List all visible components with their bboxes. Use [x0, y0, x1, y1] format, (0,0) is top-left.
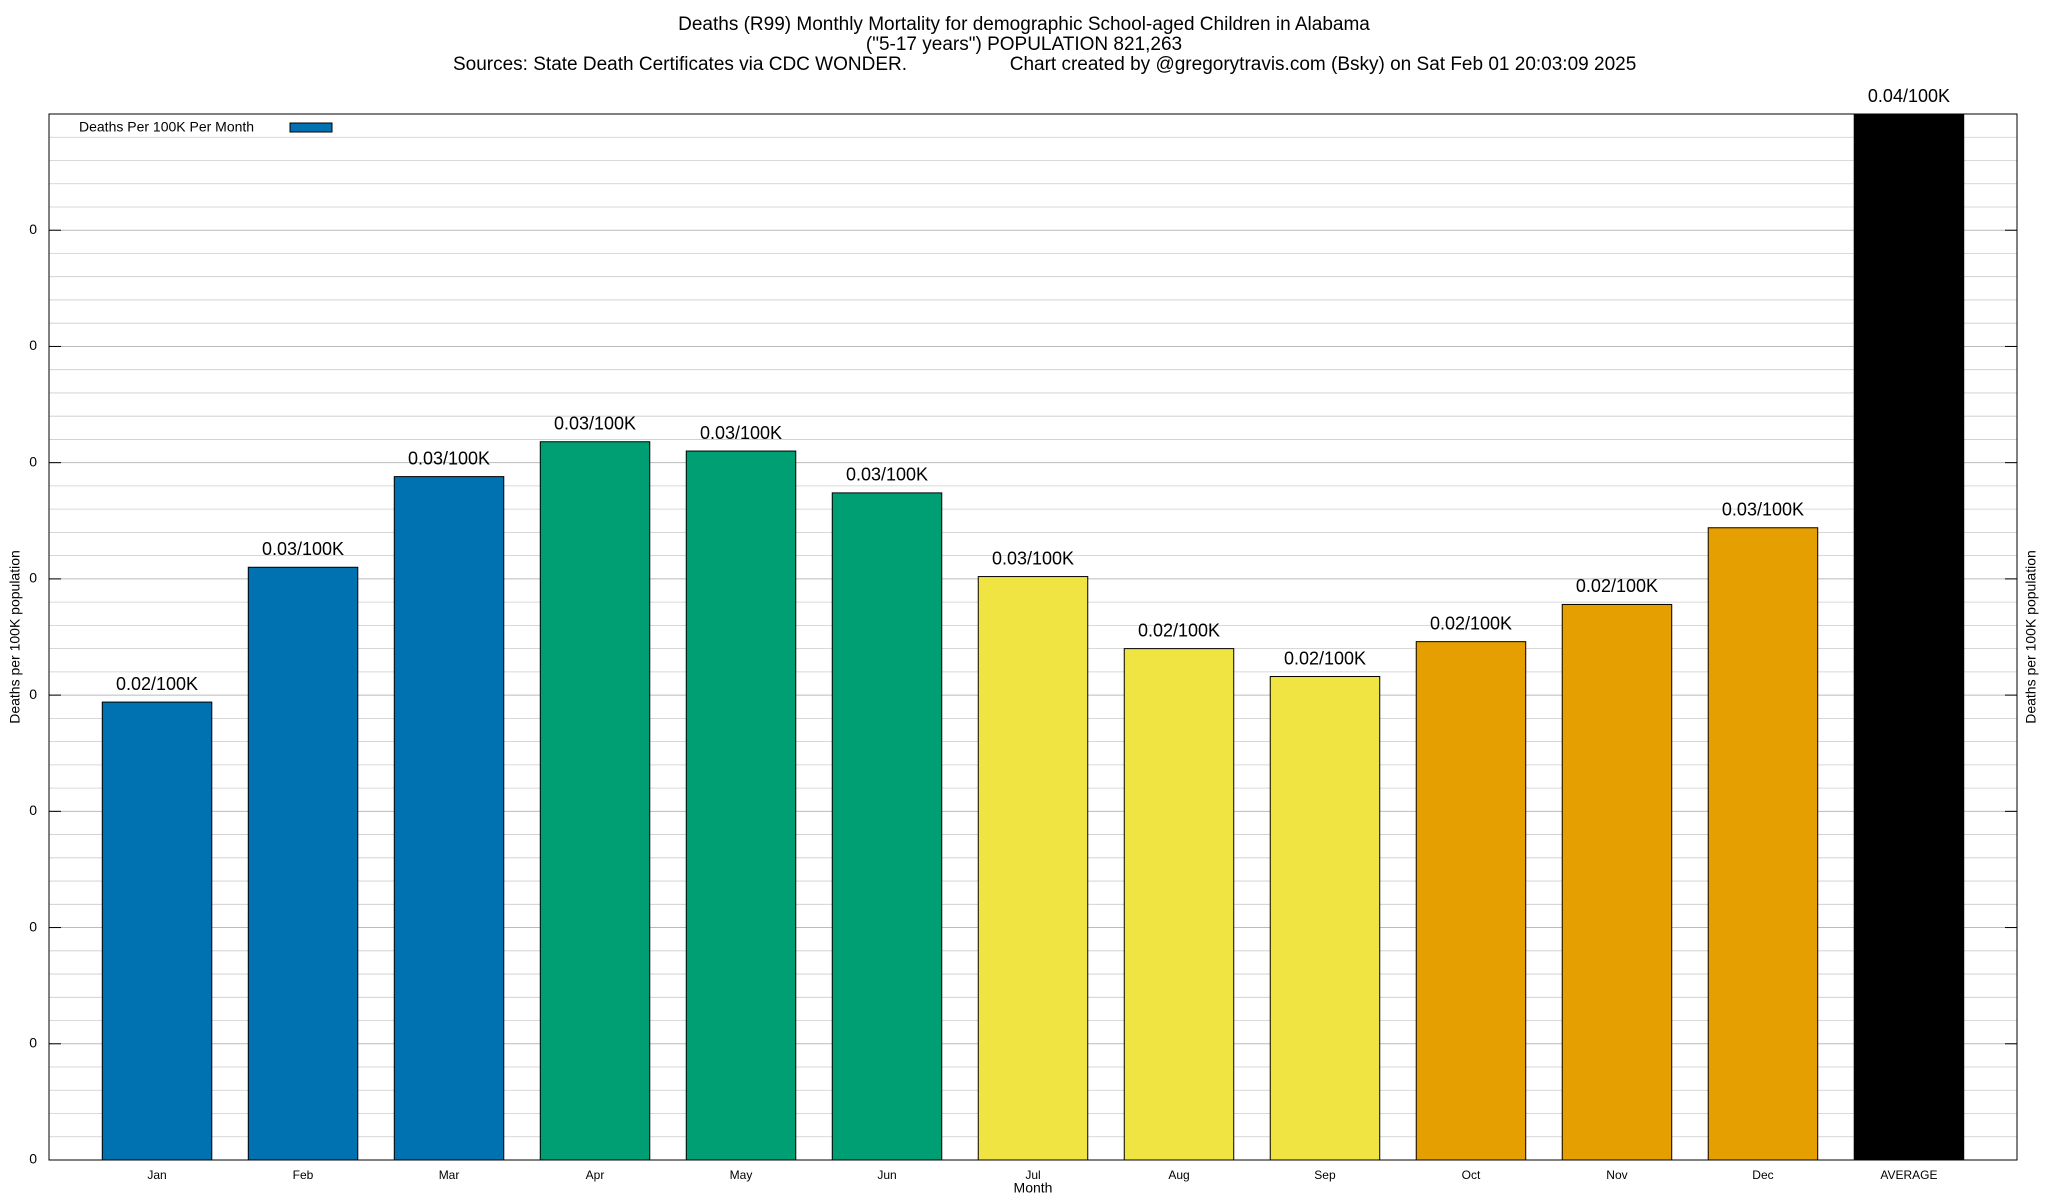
- bar: [831, 492, 943, 1161]
- chart-credit: Chart created by @gregorytravis.com (Bsk…: [1010, 54, 1637, 75]
- chart-title: Deaths (R99) Monthly Mortality for demog…: [678, 14, 1370, 35]
- bar: [393, 476, 505, 1161]
- value-label: 0.03/100K: [554, 413, 636, 433]
- bar: [1269, 676, 1381, 1161]
- x-tick-label: Nov: [1606, 1168, 1627, 1182]
- x-tick-label: Dec: [1752, 1168, 1773, 1182]
- y-tick-label: 0: [29, 453, 37, 469]
- value-label: 0.03/100K: [700, 423, 782, 443]
- chart-subtitle: ("5-17 years") POPULATION 821,263: [866, 34, 1182, 55]
- value-label: 0.02/100K: [1430, 613, 1512, 633]
- bar: [977, 576, 1089, 1161]
- y2-axis-label: Deaths per 100K population: [2023, 550, 2039, 724]
- x-tick-label: Sep: [1314, 1168, 1336, 1182]
- value-label: 0.03/100K: [262, 539, 344, 559]
- value-label: 0.03/100K: [846, 465, 928, 485]
- bar: [1123, 648, 1235, 1161]
- value-label: 0.02/100K: [1138, 620, 1220, 640]
- y-tick-label: 0: [29, 1034, 37, 1050]
- x-tick-label: Feb: [293, 1168, 314, 1182]
- x-tick-label: Jul: [1025, 1168, 1040, 1182]
- y-tick-label: 0: [29, 570, 37, 586]
- x-tick-label: May: [730, 1168, 753, 1182]
- y-tick-label: 0: [29, 918, 37, 934]
- y-tick-label: 0: [29, 686, 37, 702]
- chart-sources: Sources: State Death Certificates via CD…: [453, 54, 907, 75]
- x-tick-label: Aug: [1168, 1168, 1189, 1182]
- y-tick-label: 0: [29, 1151, 37, 1167]
- value-label: 0.02/100K: [1576, 576, 1658, 596]
- y-tick-label: 0: [29, 221, 37, 237]
- value-label: 0.04/100K: [1868, 86, 1950, 106]
- bar: [1415, 641, 1527, 1161]
- bar: [539, 441, 651, 1161]
- x-axis-label: Month: [1014, 1180, 1053, 1196]
- legend-label: Deaths Per 100K Per Month: [79, 119, 254, 135]
- bar: [1853, 113, 1965, 1161]
- y-tick-label: 0: [29, 802, 37, 818]
- y-tick-label: 0: [29, 337, 37, 353]
- bar: [1561, 603, 1673, 1161]
- x-tick-label: Mar: [439, 1168, 460, 1182]
- x-tick-label: Oct: [1462, 1168, 1481, 1182]
- value-label: 0.03/100K: [408, 448, 490, 468]
- legend-swatch: [289, 122, 333, 133]
- x-tick-label: Jun: [877, 1168, 896, 1182]
- bar: [247, 566, 359, 1161]
- x-tick-label: AVERAGE: [1880, 1168, 1937, 1182]
- value-label: 0.02/100K: [116, 674, 198, 694]
- x-tick-label: Apr: [586, 1168, 605, 1182]
- value-label: 0.03/100K: [1722, 500, 1804, 520]
- bar: [685, 450, 797, 1161]
- bar: [1707, 527, 1819, 1161]
- value-label: 0.03/100K: [992, 548, 1074, 568]
- y-axis-label: Deaths per 100K population: [7, 550, 23, 724]
- plot-frame: [48, 113, 2018, 1161]
- x-tick-label: Jan: [147, 1168, 166, 1182]
- bar: [101, 701, 213, 1161]
- value-label: 0.02/100K: [1284, 648, 1366, 668]
